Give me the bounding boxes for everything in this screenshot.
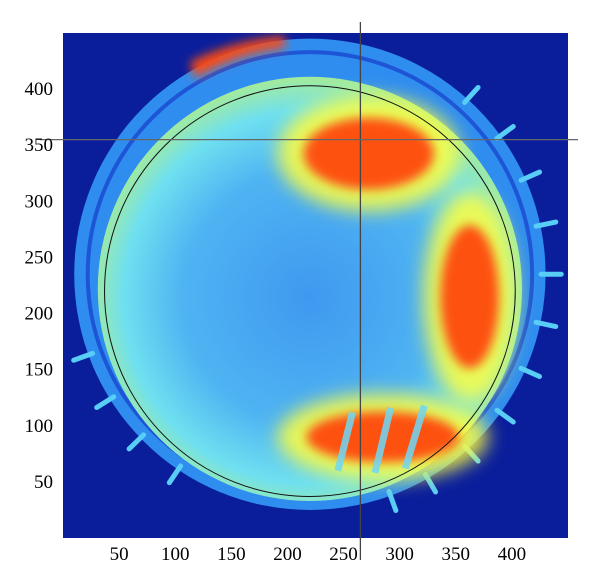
y-tick-label: 200 (25, 304, 54, 325)
rim-spoke (166, 463, 184, 486)
rim-spoke (422, 471, 439, 495)
rim-spoke (462, 84, 481, 105)
hot-region-core (440, 225, 499, 369)
stripe (334, 411, 356, 472)
stripe (401, 404, 428, 470)
x-tick-label: 400 (498, 544, 527, 565)
rim-spoke (94, 394, 117, 410)
rim-spoke (126, 432, 147, 452)
x-tick-label: 50 (110, 544, 129, 565)
y-tick-label: 250 (25, 247, 54, 268)
y-axis-ticks: 50 100 150 200 250 300 350 400 (25, 79, 54, 493)
y-tick-label: 150 (25, 360, 54, 381)
x-axis-ticks: 50 100 150 200 250 300 350 400 (110, 544, 527, 565)
y-tick-label: 100 (25, 416, 54, 437)
rim-spoke (386, 489, 399, 513)
rim-spoke (71, 350, 96, 363)
rim-spoke (518, 365, 543, 380)
plot-area (63, 33, 568, 538)
y-tick-label: 400 (25, 79, 54, 100)
x-tick-label: 100 (161, 544, 190, 565)
reference-circle (104, 85, 516, 497)
rim-spoke (518, 169, 543, 183)
ring-hot-patch (190, 36, 285, 78)
y-tick-label: 50 (34, 472, 53, 493)
rim-spoke (533, 219, 559, 229)
hot-region-core (303, 117, 434, 190)
x-tick-label: 350 (442, 544, 471, 565)
x-tick-label: 200 (273, 544, 302, 565)
rim-spoke (494, 407, 516, 425)
x-tick-label: 300 (385, 544, 414, 565)
dark-stripes (334, 404, 428, 474)
rim-spoke (494, 124, 516, 141)
y-tick-label: 350 (25, 135, 54, 156)
x-tick-label: 150 (217, 544, 246, 565)
rim-spoke (533, 319, 559, 330)
ring-spokes (71, 84, 564, 513)
y-tick-label: 300 (25, 191, 54, 212)
stripe (371, 407, 395, 474)
x-tick-label: 250 (329, 544, 358, 565)
